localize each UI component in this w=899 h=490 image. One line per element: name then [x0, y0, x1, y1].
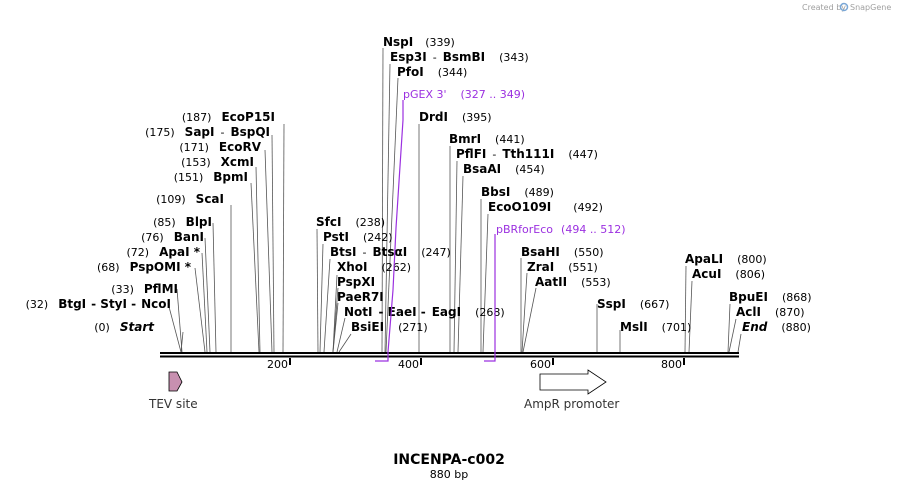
primer-pgex3: pGEX 3' (327 .. 349): [375, 88, 525, 362]
enzyme-site-labels: NspI (339) Esp3I - BsmBI (343) PfoI (344) Drd…: [26, 35, 812, 334]
dna-backbone: [160, 352, 739, 358]
tick-label-400: 400: [398, 358, 419, 371]
site-xhoi: XhoI (262): [337, 260, 411, 274]
site-noti: NotI - EaeI - EagI (268): [344, 305, 505, 319]
site-connectors: [167, 47, 742, 353]
site-pfoi: PfoI (344): [397, 65, 467, 79]
site-bmri: BmrI (441): [449, 132, 525, 146]
site-ecop15i: (187) EcoP15I: [182, 110, 275, 124]
site-acui: AcuI (806): [692, 267, 765, 281]
site-bani: (76) BanI: [141, 230, 204, 244]
site-sspi: SspI (667): [597, 297, 669, 311]
site-pspomi: (68) PspOMI *: [97, 260, 192, 274]
feature-ampr-promoter: AmpR promoter: [524, 369, 619, 411]
tick-label-600: 600: [530, 358, 551, 371]
site-zrai: ZraI (551): [527, 260, 598, 274]
site-xcmi: (153) XcmI: [181, 155, 254, 169]
site-aatii: AatII (553): [535, 275, 611, 289]
site-esp3i: Esp3I - BsmBI (343): [390, 50, 529, 64]
site-bsaai: BsaAI (454): [463, 162, 545, 176]
credit-brand: SnapGene: [850, 3, 891, 12]
feature-tev-site-label: TEV site: [148, 397, 198, 411]
site-apali: ApaLI (800): [685, 252, 767, 266]
feature-tev-site: TEV site: [148, 371, 198, 411]
primer-pbrforeco: pBRforEco (494 .. 512): [484, 223, 626, 362]
site-bsiei: BsiEI (271): [351, 320, 428, 334]
snapgene-logo-icon: [839, 2, 849, 12]
site-pflmi: (33) PflMI: [111, 282, 178, 296]
map-title: INCENPA-c002: [393, 452, 505, 468]
site-psti: PstI (242): [323, 230, 393, 244]
primer-pgex3-label: pGEX 3' (327 .. 349): [403, 88, 525, 101]
site-bbsi: BbsI (489): [481, 185, 554, 199]
site-sapi: (175) SapI - BspQI: [145, 125, 270, 139]
site-blpi: (85) BlpI: [153, 215, 212, 229]
primer-pbrforeco-label: pBRforEco (494 .. 512): [496, 223, 626, 236]
site-btsi: BtsI - BtsαI (247): [330, 245, 451, 259]
site-bpuei: BpuEI (868): [729, 290, 812, 304]
site-scai: (109) ScaI: [156, 192, 224, 206]
site-acli: AclI (870): [736, 305, 805, 319]
map-length: 880 bp: [430, 468, 468, 481]
site-nspi: NspI (339): [383, 35, 455, 49]
tick-label-800: 800: [661, 358, 682, 371]
site-paer7i: PaeR7I: [337, 290, 384, 304]
site-btgi: (32) BtgI - StyI - NcoI: [26, 297, 171, 311]
site-ecorv: (171) EcoRV: [179, 140, 261, 154]
site-bsahi: BsaHI (550): [521, 245, 604, 259]
site-pflfi: PflFI - Tth111I (447): [456, 147, 598, 161]
site-end: End (880): [742, 320, 811, 334]
site-apai: (72) ApaI *: [127, 245, 201, 259]
site-bpmi: (151) BpmI: [174, 170, 248, 184]
site-drdi: DrdI (395): [419, 110, 492, 124]
tick-label-200: 200: [267, 358, 288, 371]
scale-ticks: 200 400 600 800: [267, 358, 685, 371]
site-ecoo109i: EcoO109I (492): [488, 200, 603, 214]
site-pspxi: PspXI: [337, 275, 375, 289]
feature-ampr-promoter-label: AmpR promoter: [524, 397, 619, 411]
site-start: (0) Start: [94, 320, 155, 334]
site-msli: MslI (701): [620, 320, 691, 334]
site-sfci: SfcI (238): [316, 215, 385, 229]
credit-prefix: Created by: [802, 3, 846, 12]
